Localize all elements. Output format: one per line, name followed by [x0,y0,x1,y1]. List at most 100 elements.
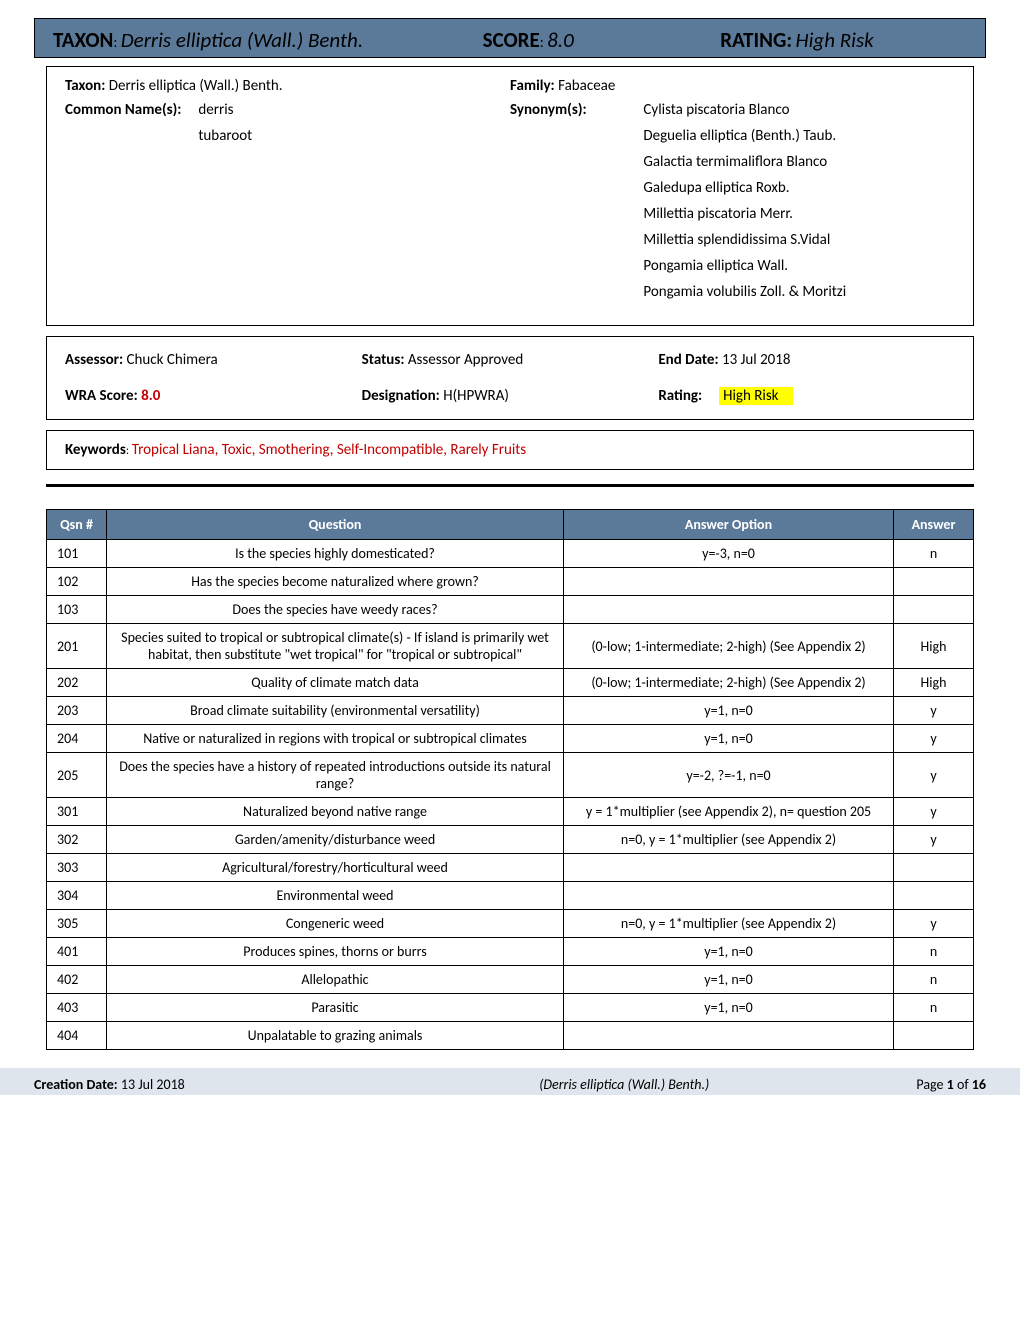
table-cell: 102 [47,568,107,596]
synonym-item: Galedupa elliptica Roxb. [643,179,846,197]
table-cell: Unpalatable to grazing animals [107,1022,564,1050]
table-cell: Species suited to tropical or subtropica… [107,624,564,669]
end-date-label: End Date: [658,351,718,369]
family-label: Family: [510,77,555,95]
creation-value: 13 Jul 2018 [121,1076,185,1093]
header-score: SCORE: 8.0 [483,27,721,53]
table-cell: 204 [47,725,107,753]
table-cell: Parasitic [107,994,564,1022]
table-cell: 402 [47,966,107,994]
designation-value: H(HPWRA) [443,387,509,405]
table-cell: Is the species highly domesticated? [107,540,564,568]
table-cell: 203 [47,697,107,725]
common-name-item: tubaroot [198,127,252,145]
table-cell [894,1022,974,1050]
table-row: 402Allelopathicy=1, n=0n [47,966,974,994]
table-cell: High [894,669,974,697]
divider [46,484,974,487]
end-date-value: 13 Jul 2018 [722,351,791,369]
table-cell: 201 [47,624,107,669]
taxon-label: Taxon: [65,77,105,95]
synonym-item: Pongamia volubilis Zoll. & Moritzi [643,283,846,301]
taxon-value: Derris elliptica (Wall.) Benth. [109,77,283,95]
table-row: 304Environmental weed [47,882,974,910]
score-value: 8.0 [547,27,574,53]
table-cell: Garden/amenity/disturbance weed [107,826,564,854]
table-cell: 403 [47,994,107,1022]
designation-label: Designation: [362,387,440,405]
wra-value: 8.0 [141,387,160,405]
table-row: 101Is the species highly domesticated?y=… [47,540,974,568]
summary-box: Taxon: Derris elliptica (Wall.) Benth. F… [46,66,974,326]
table-cell: (0-low; 1-intermediate; 2-high) (See App… [564,624,894,669]
synonym-item: Deguelia elliptica (Benth.) Taub. [643,127,846,145]
synonym-item: Millettia splendidissima S.Vidal [643,231,846,249]
table-cell: 303 [47,854,107,882]
table-cell: Agricultural/forestry/horticultural weed [107,854,564,882]
keywords-label: Keywords [65,441,126,459]
table-cell [894,568,974,596]
table-cell: 404 [47,1022,107,1050]
table-cell: High [894,624,974,669]
page-of: of [957,1076,969,1093]
col-answer: Answer [894,510,974,540]
table-row: 302Garden/amenity/disturbance weedn=0, y… [47,826,974,854]
common-name-list: derristubaroot [198,101,252,153]
synonym-item: Galactia termimaliflora Blanco [643,153,846,171]
taxon-value: Derris elliptica (Wall.) Benth. [121,27,363,53]
rating-label-2: Rating: [658,387,702,405]
table-cell: y = 1*multiplier (see Appendix 2), n= qu… [564,798,894,826]
table-cell: (0-low; 1-intermediate; 2-high) (See App… [564,669,894,697]
questions-table: Qsn # Question Answer Option Answer 101I… [46,509,974,1050]
table-cell: 202 [47,669,107,697]
table-row: 204Native or naturalized in regions with… [47,725,974,753]
table-header-row: Qsn # Question Answer Option Answer [47,510,974,540]
status-label: Status: [362,351,405,369]
page-current: 1 [947,1076,954,1093]
synonym-item: Cylista piscatoria Blanco [643,101,846,119]
table-cell: y [894,798,974,826]
table-cell: 302 [47,826,107,854]
table-row: 103Does the species have weedy races? [47,596,974,624]
table-row: 401Produces spines, thorns or burrsy=1, … [47,938,974,966]
table-cell: Broad climate suitability (environmental… [107,697,564,725]
table-cell: Environmental weed [107,882,564,910]
keywords-box: Keywords: Tropical Liana, Toxic, Smother… [46,430,974,470]
table-cell [564,596,894,624]
table-cell: y [894,826,974,854]
rating-value: High Risk [796,27,874,53]
assessor-value: Chuck Chimera [127,351,218,369]
score-label: SCORE [483,27,540,53]
table-cell [894,596,974,624]
table-cell: Has the species become naturalized where… [107,568,564,596]
synonym-item: Pongamia elliptica Wall. [643,257,846,275]
creation-label: Creation Date: [34,1076,118,1093]
synonym-label: Synonym(s): [510,101,640,119]
status-value: Assessor Approved [408,351,523,369]
table-cell: Congeneric weed [107,910,564,938]
table-cell: Quality of climate match data [107,669,564,697]
table-cell: Does the species have weedy races? [107,596,564,624]
col-qsn: Qsn # [47,510,107,540]
table-cell: 301 [47,798,107,826]
table-row: 205Does the species have a history of re… [47,753,974,798]
table-row: 403Parasiticy=1, n=0n [47,994,974,1022]
table-cell [564,882,894,910]
table-row: 203Broad climate suitability (environmen… [47,697,974,725]
table-row: 404Unpalatable to grazing animals [47,1022,974,1050]
table-cell: y=-2, ?=-1, n=0 [564,753,894,798]
table-cell [564,568,894,596]
wra-label: WRA Score: [65,387,138,405]
header-taxon: TAXON: Derris elliptica (Wall.) Benth. [53,27,483,53]
table-cell [564,1022,894,1050]
table-row: 303Agricultural/forestry/horticultural w… [47,854,974,882]
rating-highlight: High Risk [719,387,792,405]
table-cell: y=1, n=0 [564,966,894,994]
table-row: 305Congeneric weedn=0, y = 1*multiplier … [47,910,974,938]
footer-title: (Derris elliptica (Wall.) Benth.) [539,1076,709,1093]
table-row: 102Has the species become naturalized wh… [47,568,974,596]
table-cell: y [894,910,974,938]
table-row: 301Naturalized beyond native rangey = 1*… [47,798,974,826]
table-cell: Allelopathic [107,966,564,994]
synonym-list: Cylista piscatoria Blanco Deguelia ellipt… [643,101,846,309]
